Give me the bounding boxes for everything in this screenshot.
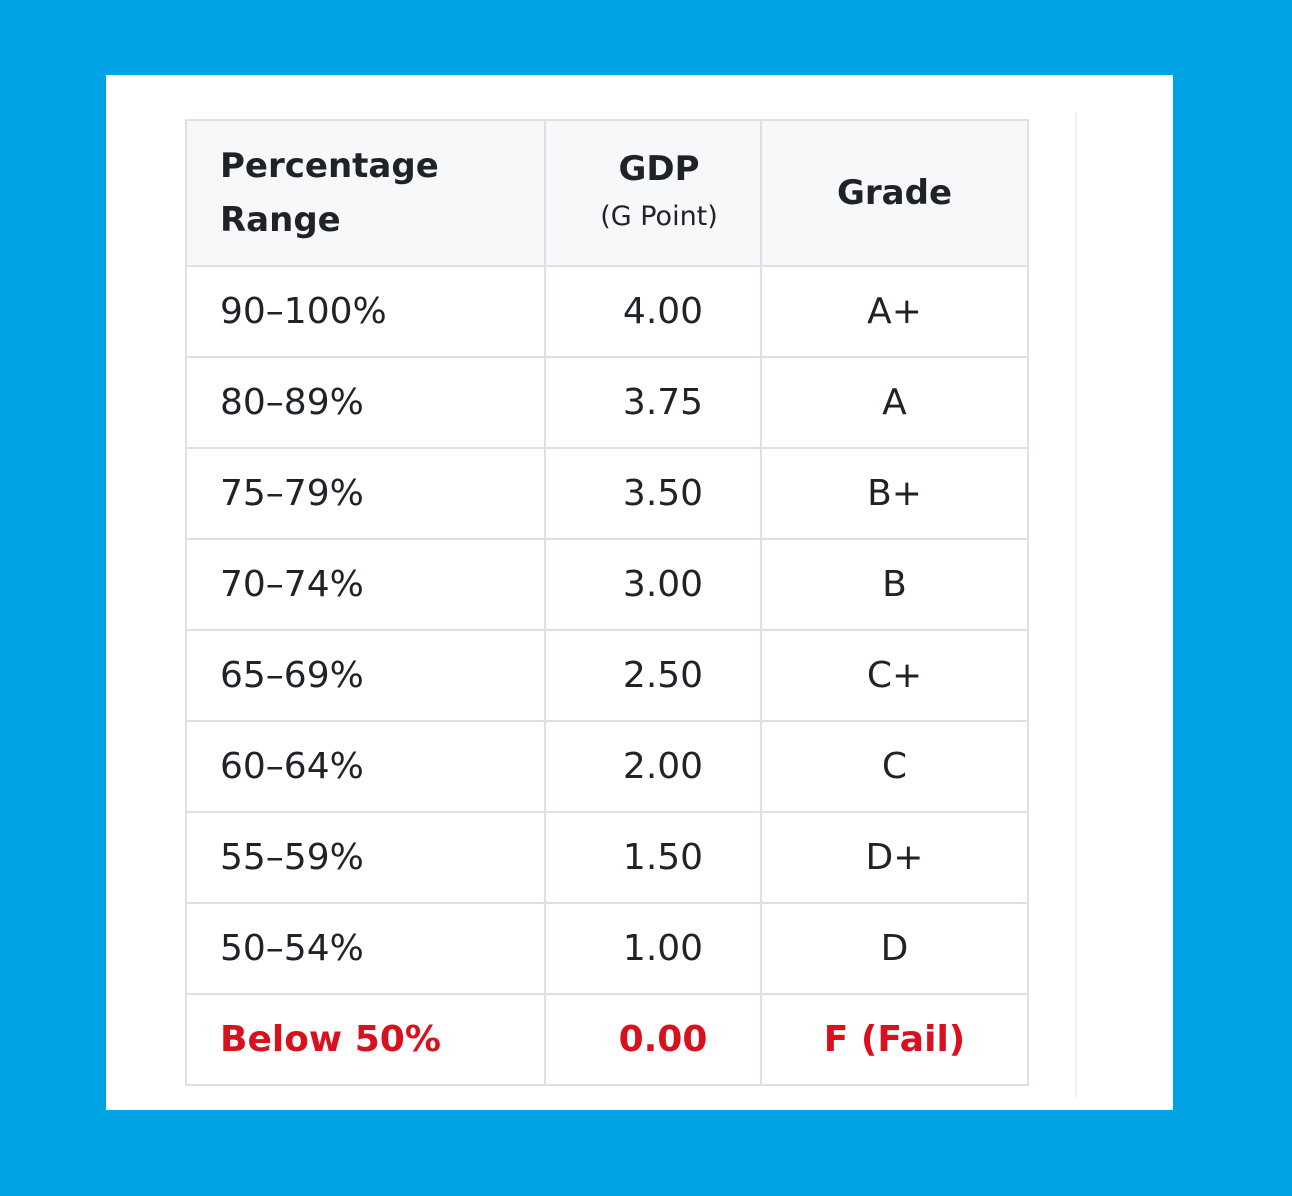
cell-percentage-range: 55–59% [185,811,546,904]
cell-gdp: 1.50 [544,811,762,904]
cell-percentage-range: 75–79% [185,447,546,540]
header-percentage-range: Percentage Range [185,119,546,267]
cell-gdp: 1.00 [544,902,762,995]
cell-gdp: 2.00 [544,720,762,813]
cell-grade: A+ [760,265,1029,358]
cell-gdp: 4.00 [544,265,762,358]
cell-grade: A [760,356,1029,449]
cell-gdp: 3.75 [544,356,762,449]
table-header: Percentage Range GDP (G Point) Grade [185,119,1029,267]
grade-table: Percentage Range GDP (G Point) Grade 90–… [185,119,1029,1086]
table-row: 80–89% 3.75 A [185,356,1029,449]
table-row-fail: Below 50% 0.00 F (Fail) [185,993,1029,1086]
cell-grade: B [760,538,1029,631]
table-row: 75–79% 3.50 B+ [185,447,1029,540]
table-row: 65–69% 2.50 C+ [185,629,1029,722]
cell-grade: F (Fail) [760,993,1029,1086]
cell-percentage-range: 50–54% [185,902,546,995]
header-gdp-sublabel: (G Point) [600,201,718,232]
vertical-divider [1075,112,1077,1097]
cell-grade: B+ [760,447,1029,540]
header-grade: Grade [760,119,1029,267]
cell-grade: D [760,902,1029,995]
table-row: 90–100% 4.00 A+ [185,265,1029,358]
cell-grade: C [760,720,1029,813]
cell-percentage-range: 70–74% [185,538,546,631]
table-row: 70–74% 3.00 B [185,538,1029,631]
cell-gdp: 0.00 [544,993,762,1086]
table-body: 90–100% 4.00 A+ 80–89% 3.75 A 75–79% 3.5… [185,265,1029,1086]
cell-percentage-range: Below 50% [185,993,546,1086]
cell-percentage-range: 65–69% [185,629,546,722]
cell-percentage-range: 60–64% [185,720,546,813]
cell-grade: C+ [760,629,1029,722]
cell-gdp: 2.50 [544,629,762,722]
header-gdp: GDP (G Point) [544,119,762,267]
header-gdp-label: GDP [618,149,700,189]
table-row: 50–54% 1.00 D [185,902,1029,995]
table-row: 60–64% 2.00 C [185,720,1029,813]
content-card: Percentage Range GDP (G Point) Grade 90–… [106,75,1173,1110]
header-row: Percentage Range GDP (G Point) Grade [185,119,1029,267]
cell-percentage-range: 80–89% [185,356,546,449]
cell-gdp: 3.50 [544,447,762,540]
cell-percentage-range: 90–100% [185,265,546,358]
cell-gdp: 3.00 [544,538,762,631]
cell-grade: D+ [760,811,1029,904]
table-row: 55–59% 1.50 D+ [185,811,1029,904]
